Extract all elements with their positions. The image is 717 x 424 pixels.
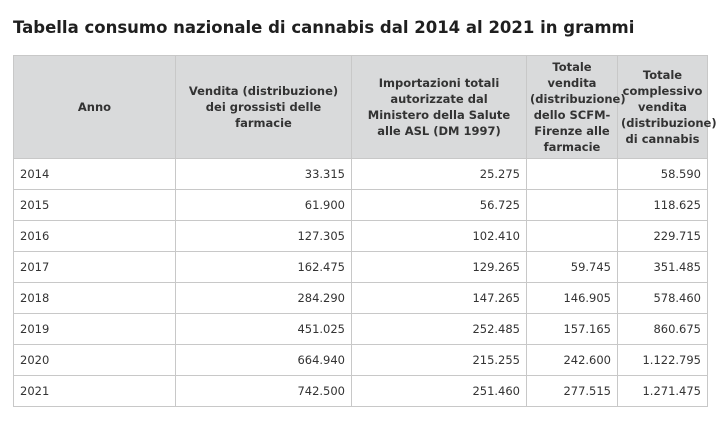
cell-vendita-scfm: 157.165 <box>526 313 618 345</box>
cell-vendita-scfm: 59.745 <box>526 251 618 283</box>
cell-anno: 2015 <box>13 189 176 221</box>
cell-totale-complessivo: 860.675 <box>617 313 708 345</box>
column-header-vendita-grossisti: Vendita (distribuzione) dei grossisti de… <box>175 55 352 159</box>
cell-vendita-scfm <box>526 189 618 221</box>
table-body: 2014 33.315 25.275 58.590 2015 61.900 56.725 11… <box>13 158 708 407</box>
cell-totale-complessivo: 578.460 <box>617 282 708 314</box>
cell-totale-complessivo: 58.590 <box>617 158 708 190</box>
cell-vendita-grossisti: 451.025 <box>175 313 352 345</box>
cell-vendita-grossisti: 742.500 <box>175 375 352 407</box>
table-row: 2019 451.025 252.485 157.165 860.675 <box>13 313 708 345</box>
cell-importazioni: 251.460 <box>351 375 527 407</box>
cell-totale-complessivo: 351.485 <box>617 251 708 283</box>
cell-vendita-scfm: 146.905 <box>526 282 618 314</box>
cell-vendita-grossisti: 284.290 <box>175 282 352 314</box>
cell-anno: 2019 <box>13 313 176 345</box>
cell-importazioni: 215.255 <box>351 344 527 376</box>
table-row: 2021 742.500 251.460 277.515 1.271.475 <box>13 375 708 407</box>
cell-totale-complessivo: 118.625 <box>617 189 708 221</box>
cell-totale-complessivo: 1.122.795 <box>617 344 708 376</box>
cell-anno: 2014 <box>13 158 176 190</box>
table-row: 2017 162.475 129.265 59.745 351.485 <box>13 251 708 283</box>
table-row: 2014 33.315 25.275 58.590 <box>13 158 708 190</box>
column-header-totale-complessivo: Totale complessivo vendita (distribuzion… <box>617 55 717 159</box>
cell-vendita-grossisti: 61.900 <box>175 189 352 221</box>
cell-anno: 2016 <box>13 220 176 252</box>
cell-vendita-grossisti: 33.315 <box>175 158 352 190</box>
cell-vendita-grossisti: 664.940 <box>175 344 352 376</box>
cell-totale-complessivo: 229.715 <box>617 220 708 252</box>
cell-anno: 2018 <box>13 282 176 314</box>
cell-vendita-scfm: 277.515 <box>526 375 618 407</box>
table-row: 2020 664.940 215.255 242.600 1.122.795 <box>13 344 708 376</box>
cell-anno: 2020 <box>13 344 176 376</box>
cell-importazioni: 102.410 <box>351 220 527 252</box>
cell-vendita-scfm <box>526 158 618 190</box>
cell-importazioni: 56.725 <box>351 189 527 221</box>
cell-importazioni: 147.265 <box>351 282 527 314</box>
header-row: Anno Vendita (distribuzione) dei grossis… <box>13 55 717 159</box>
cell-vendita-scfm <box>526 220 618 252</box>
cell-importazioni: 252.485 <box>351 313 527 345</box>
cell-vendita-grossisti: 162.475 <box>175 251 352 283</box>
cell-totale-complessivo: 1.271.475 <box>617 375 708 407</box>
cell-vendita-grossisti: 127.305 <box>175 220 352 252</box>
table-row: 2015 61.900 56.725 118.625 <box>13 189 708 221</box>
cell-importazioni: 129.265 <box>351 251 527 283</box>
column-header-anno: Anno <box>13 55 176 159</box>
cell-anno: 2017 <box>13 251 176 283</box>
cannabis-consumption-table: Anno Vendita (distribuzione) dei grossis… <box>13 55 717 407</box>
cell-importazioni: 25.275 <box>351 158 527 190</box>
table-row: 2016 127.305 102.410 229.715 <box>13 220 708 252</box>
cell-vendita-scfm: 242.600 <box>526 344 618 376</box>
column-header-vendita-scfm: Totale vendita (distribuzione) dello SCF… <box>526 55 626 159</box>
page-title: Tabella consumo nazionale di cannabis da… <box>13 18 635 37</box>
column-header-importazioni: Importazioni totali autorizzate dal Mini… <box>351 55 527 159</box>
cell-anno: 2021 <box>13 375 176 407</box>
table-header: Anno Vendita (distribuzione) dei grossis… <box>13 55 717 159</box>
table-row: 2018 284.290 147.265 146.905 578.460 <box>13 282 708 314</box>
